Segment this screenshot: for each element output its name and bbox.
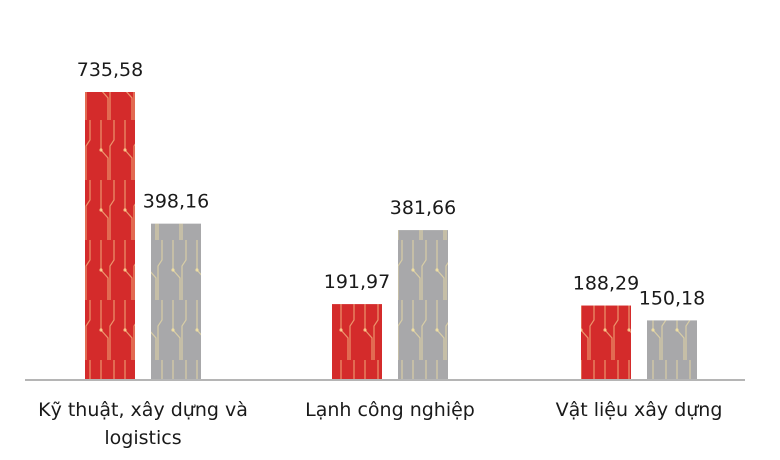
bar-texture	[85, 92, 135, 379]
x-tick-label: Lạnh công nghiệp	[305, 399, 475, 421]
value-label: 188,29	[573, 273, 639, 295]
bar-texture	[398, 230, 448, 379]
bar-texture	[151, 223, 201, 379]
bar-texture	[581, 305, 631, 379]
x-tick-label: Kỹ thuật, xây dựng và logistics	[38, 399, 248, 449]
value-label: 398,16	[143, 191, 209, 213]
value-label: 150,18	[639, 287, 705, 309]
x-tick-label: Vật liệu xây dựng	[555, 399, 723, 421]
value-label: 381,66	[390, 197, 456, 219]
value-label: 735,58	[77, 59, 143, 81]
bar-texture	[332, 304, 382, 379]
value-label: 191,97	[324, 271, 390, 293]
bar-texture	[647, 320, 697, 379]
